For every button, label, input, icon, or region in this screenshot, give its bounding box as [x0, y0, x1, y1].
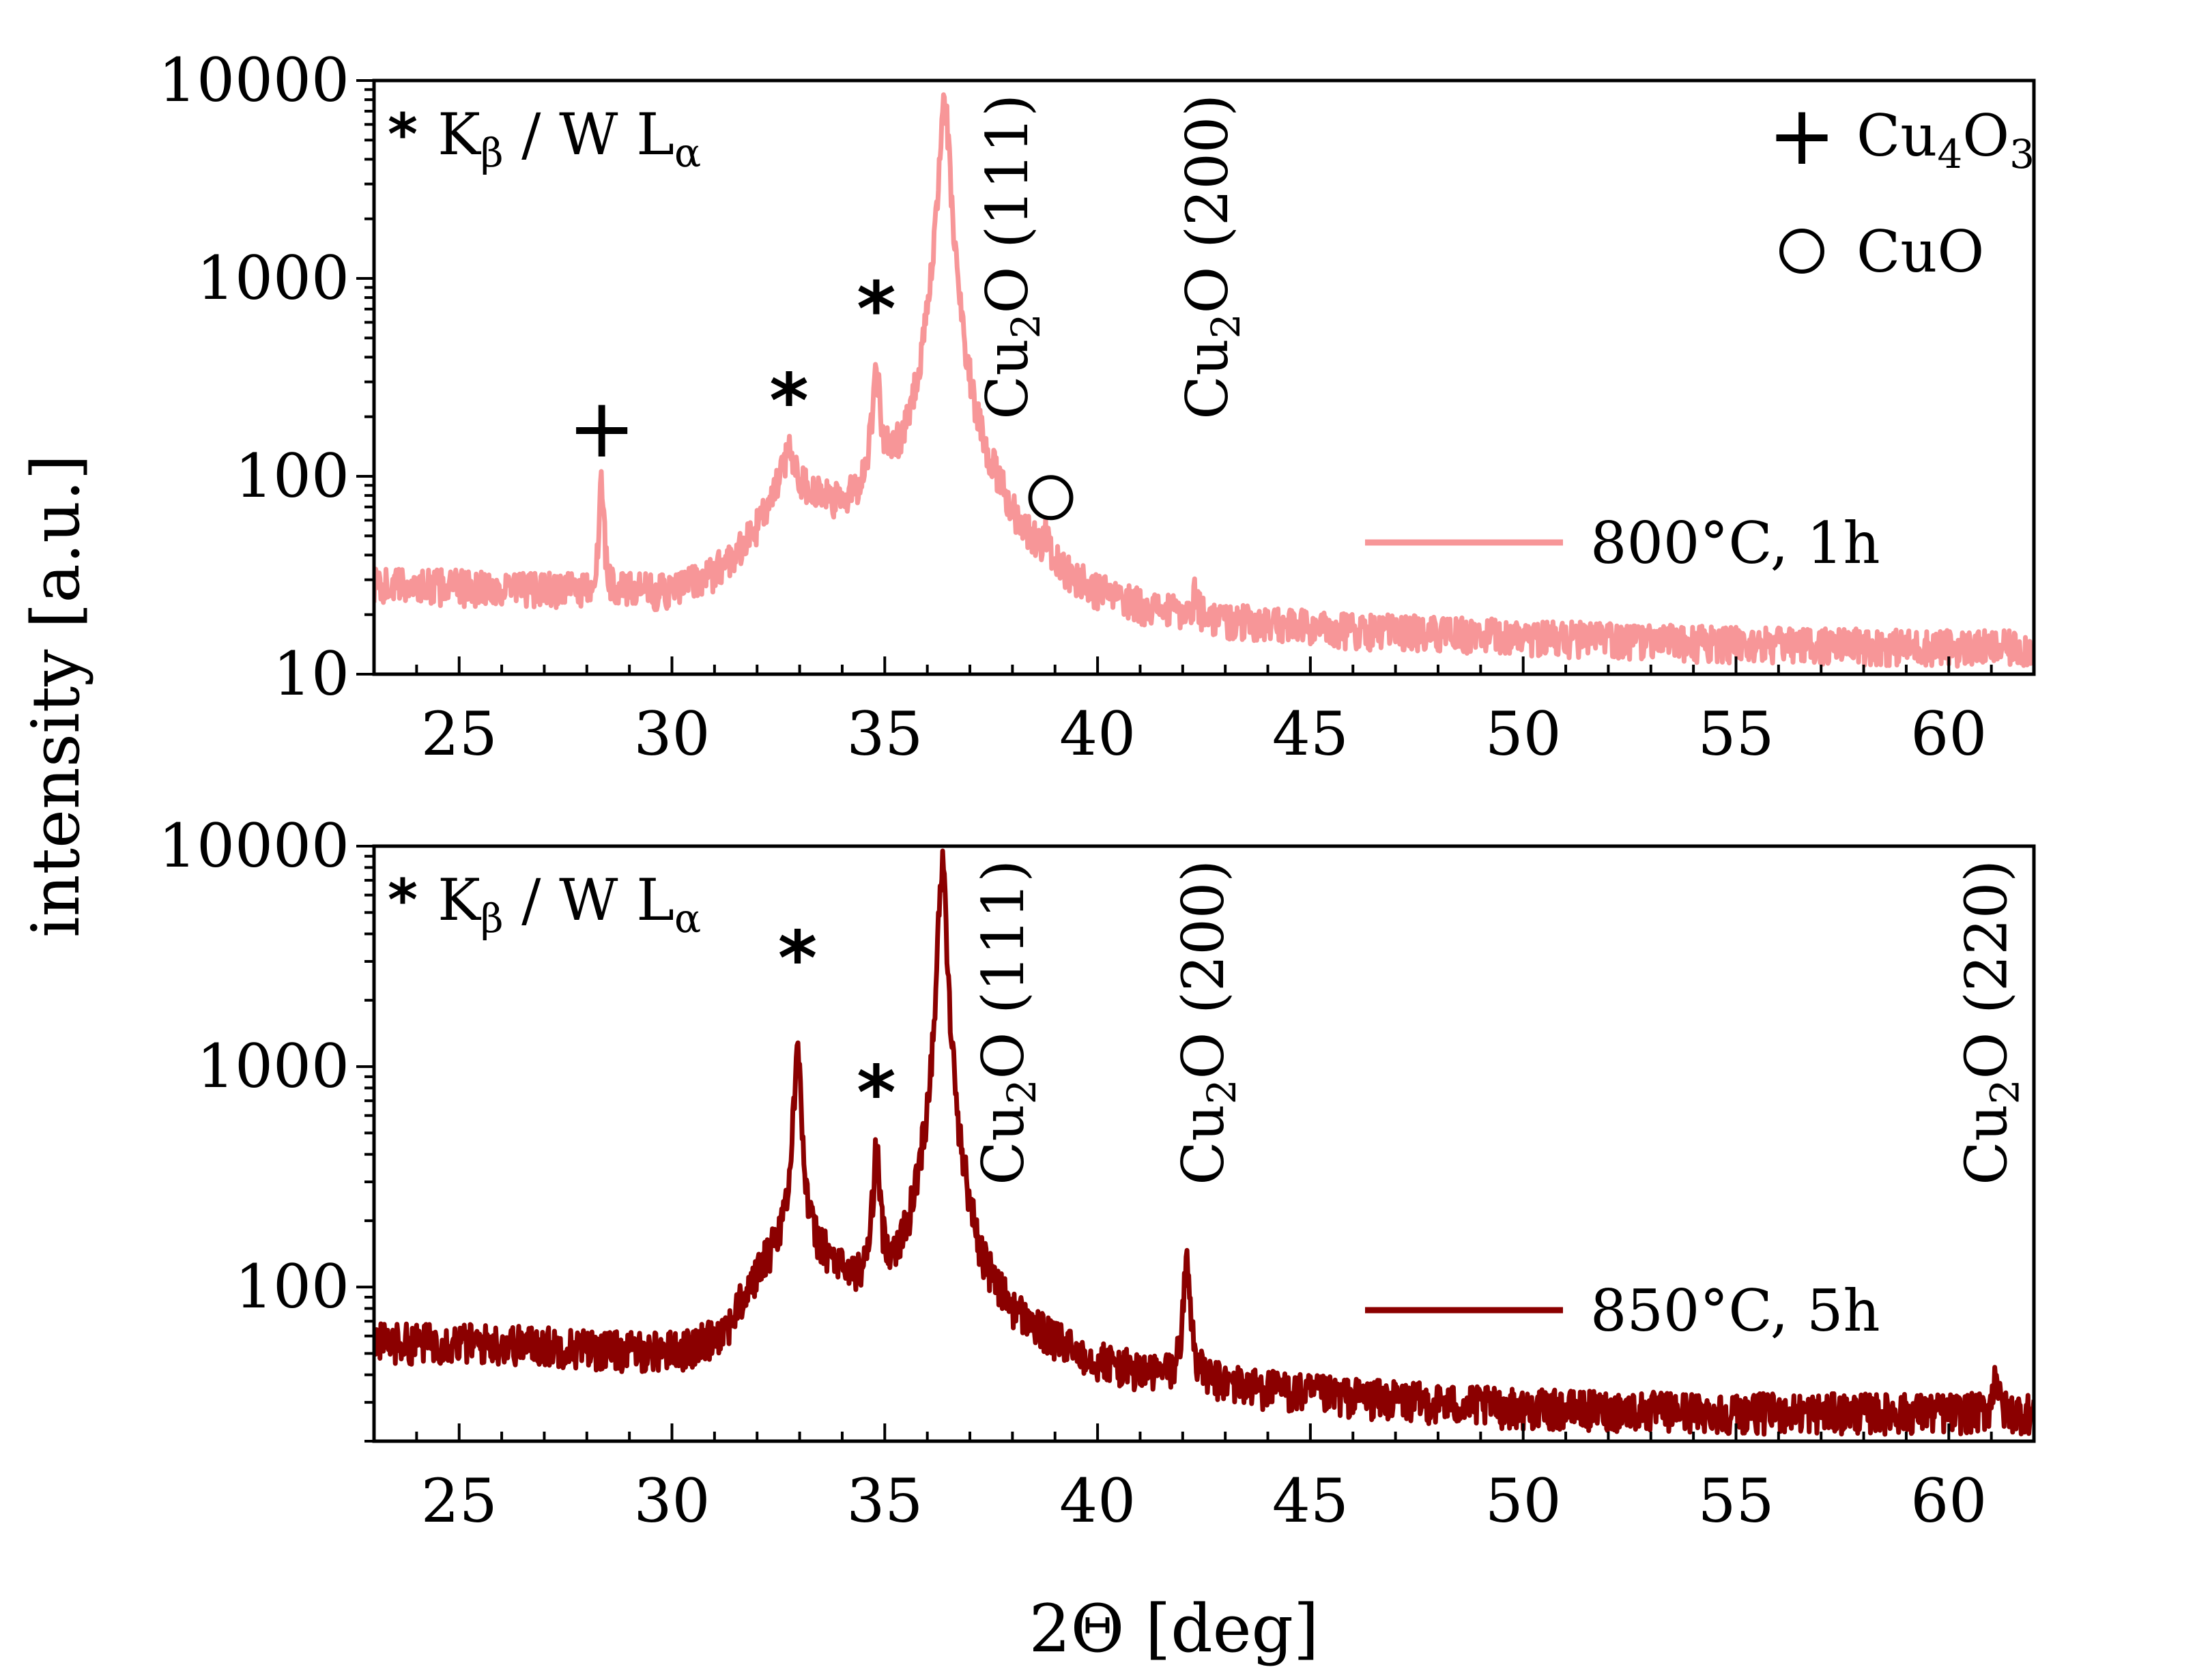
- x-tick-label: 35: [846, 1466, 923, 1536]
- x-tick-label: 60: [1910, 699, 1987, 769]
- x-tick-label: 45: [1272, 699, 1349, 769]
- phase-legend-circle-symbol: [1779, 229, 1824, 274]
- phase-legend-label-1: CuO: [1856, 218, 1984, 285]
- x-tick-label: 40: [1059, 1466, 1136, 1536]
- x-tick-label: 45: [1272, 1466, 1349, 1536]
- kbeta-asterisk-marker: *: [778, 914, 818, 1002]
- x-tick-label: 25: [421, 1466, 498, 1536]
- bottom-panel: * * 850°C, 5h 25 30 35 40 45 50 55 60 100 1000 10000 *…: [158, 811, 2036, 1536]
- x-tick-label: 60: [1910, 1466, 1987, 1536]
- plot-frame: [372, 844, 2036, 1443]
- cu2o-peak-label-0: Cu2O (111): [970, 860, 1045, 1185]
- plot-frame: [372, 78, 2036, 676]
- x-tick-label: 30: [634, 1466, 711, 1536]
- cu2o-peak-label-1: Cu2O (200): [1174, 94, 1249, 420]
- series-line-0: [374, 92, 2034, 669]
- series-line-0: [374, 848, 2034, 1437]
- legend-label-0: 850°C, 5h: [1590, 1277, 1880, 1344]
- y-tick-label: 100: [235, 441, 349, 511]
- y-tick-label: 10000: [158, 811, 349, 881]
- kbeta-note: * Kβ / W Lα: [388, 101, 701, 176]
- kbeta-note: * Kβ / W Lα: [388, 867, 701, 942]
- x-axis-title: 2Θ [deg]: [1029, 1591, 1319, 1667]
- x-tick-label: 55: [1697, 699, 1774, 769]
- y-tick-label: 1000: [197, 1031, 349, 1101]
- y-tick-label: 100: [235, 1251, 349, 1322]
- y-axis-title: intensity [a.u.]: [18, 454, 94, 938]
- cu2o-peak-label-1: Cu2O (200): [1170, 860, 1245, 1185]
- cu4o3-plus-marker: +: [567, 381, 636, 476]
- x-tick-label: 30: [634, 699, 711, 769]
- x-tick-label: 25: [421, 699, 498, 769]
- y-tick-label: 1000: [197, 243, 349, 313]
- kbeta-asterisk-marker: *: [857, 265, 896, 353]
- kbeta-asterisk-marker: *: [857, 1049, 896, 1137]
- x-tick-label: 35: [846, 699, 923, 769]
- cu2o-peak-label-2: Cu2O (220): [1953, 860, 2028, 1185]
- x-tick-label: 50: [1485, 699, 1562, 769]
- cuo-circle-marker: [1028, 475, 1074, 521]
- top-panel: + * * 800°C, 1h 25 30 35 40 45 50 55 60 10 100 1000 100…: [158, 45, 2036, 769]
- y-tick-label: 10: [273, 639, 349, 709]
- legend-label-0: 800°C, 1h: [1590, 510, 1880, 577]
- phase-legend-plus-symbol: +: [1768, 89, 1837, 184]
- kbeta-asterisk-marker: *: [769, 358, 809, 445]
- cu2o-peak-label-0: Cu2O (111): [974, 94, 1049, 420]
- x-tick-label: 55: [1697, 1466, 1774, 1536]
- x-tick-label: 40: [1059, 699, 1136, 769]
- x-tick-label: 50: [1485, 1466, 1562, 1536]
- y-tick-label: 10000: [158, 45, 349, 115]
- phase-legend-label-0: Cu4O3: [1856, 102, 2035, 177]
